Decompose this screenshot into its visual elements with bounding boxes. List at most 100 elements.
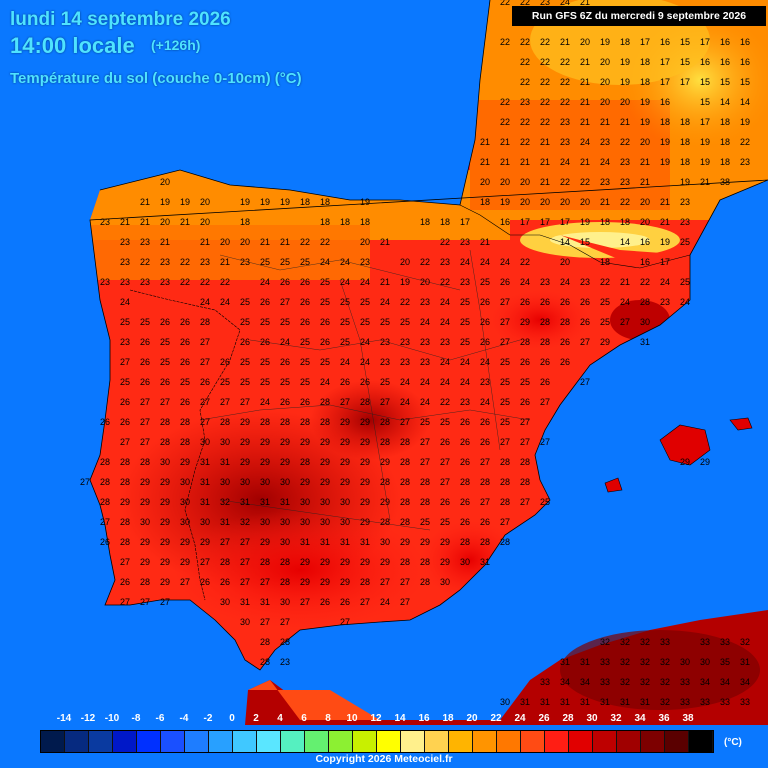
grid-value: 24 bbox=[660, 277, 670, 287]
grid-value: 29 bbox=[360, 557, 370, 567]
grid-value: 33 bbox=[740, 697, 750, 707]
grid-value: 26 bbox=[100, 537, 110, 547]
grid-value: 28 bbox=[560, 317, 570, 327]
grid-value: 21 bbox=[500, 157, 510, 167]
grid-value: 25 bbox=[240, 377, 250, 387]
grid-value: 17 bbox=[660, 57, 670, 67]
grid-value: 27 bbox=[240, 577, 250, 587]
grid-value: 30 bbox=[200, 517, 210, 527]
scale-tick-label: 2 bbox=[253, 713, 259, 724]
grid-value: 31 bbox=[340, 537, 350, 547]
grid-value: 31 bbox=[740, 657, 750, 667]
grid-value: 31 bbox=[200, 497, 210, 507]
grid-value: 15 bbox=[700, 97, 710, 107]
grid-value: 23 bbox=[360, 257, 370, 267]
grid-value: 26 bbox=[220, 357, 230, 367]
grid-value: 33 bbox=[600, 657, 610, 667]
grid-value: 23 bbox=[580, 277, 590, 287]
grid-value: 29 bbox=[320, 457, 330, 467]
grid-value: 20 bbox=[520, 197, 530, 207]
grid-value: 31 bbox=[540, 697, 550, 707]
grid-value: 25 bbox=[160, 337, 170, 347]
grid-value: 31 bbox=[200, 477, 210, 487]
scale-swatch bbox=[617, 731, 641, 752]
grid-value: 26 bbox=[320, 597, 330, 607]
grid-value: 24 bbox=[200, 297, 210, 307]
grid-value: 26 bbox=[540, 357, 550, 367]
grid-value: 26 bbox=[120, 417, 130, 427]
grid-value: 26 bbox=[200, 577, 210, 587]
grid-value: 29 bbox=[260, 437, 270, 447]
grid-value: 26 bbox=[140, 377, 150, 387]
grid-value: 25 bbox=[360, 317, 370, 327]
grid-value: 25 bbox=[280, 257, 290, 267]
grid-value: 24 bbox=[420, 377, 430, 387]
grid-value: 35 bbox=[720, 657, 730, 667]
scale-swatch bbox=[329, 731, 353, 752]
forecast-date: lundi 14 septembre 2026 bbox=[10, 9, 231, 30]
grid-value: 21 bbox=[580, 0, 590, 7]
grid-value: 27 bbox=[120, 557, 130, 567]
grid-value: 31 bbox=[320, 537, 330, 547]
grid-value: 18 bbox=[340, 217, 350, 227]
scale-swatch bbox=[545, 731, 569, 752]
grid-value: 19 bbox=[580, 217, 590, 227]
grid-value: 33 bbox=[600, 677, 610, 687]
grid-value: 26 bbox=[300, 277, 310, 287]
grid-value: 18 bbox=[480, 197, 490, 207]
grid-value: 17 bbox=[700, 117, 710, 127]
grid-value: 29 bbox=[420, 537, 430, 547]
grid-value: 19 bbox=[700, 137, 710, 147]
grid-value: 32 bbox=[640, 657, 650, 667]
grid-value: 26 bbox=[520, 397, 530, 407]
grid-value: 34 bbox=[560, 677, 570, 687]
grid-value: 24 bbox=[360, 277, 370, 287]
scale-tick-label: 36 bbox=[658, 713, 670, 724]
grid-value: 25 bbox=[400, 317, 410, 327]
grid-value: 27 bbox=[280, 617, 290, 627]
grid-value: 30 bbox=[340, 517, 350, 527]
grid-value: 22 bbox=[440, 397, 450, 407]
grid-value: 28 bbox=[220, 557, 230, 567]
grid-value: 27 bbox=[380, 397, 390, 407]
scale-tick-label: 20 bbox=[466, 713, 478, 724]
grid-value: 27 bbox=[580, 337, 590, 347]
grid-value: 26 bbox=[520, 357, 530, 367]
grid-value: 28 bbox=[400, 437, 410, 447]
grid-value: 24 bbox=[340, 257, 350, 267]
grid-value: 26 bbox=[440, 497, 450, 507]
grid-value: 23 bbox=[400, 357, 410, 367]
grid-value: 18 bbox=[720, 117, 730, 127]
grid-value: 20 bbox=[400, 257, 410, 267]
grid-value: 29 bbox=[600, 337, 610, 347]
grid-value: 23 bbox=[440, 337, 450, 347]
grid-value: 19 bbox=[620, 77, 630, 87]
scale-tick-label: -4 bbox=[179, 713, 189, 724]
grid-value: 24 bbox=[360, 357, 370, 367]
grid-value: 24 bbox=[500, 257, 510, 267]
color-scale bbox=[40, 730, 714, 753]
grid-value: 28 bbox=[400, 477, 410, 487]
grid-value: 20 bbox=[160, 177, 170, 187]
grid-value: 27 bbox=[500, 517, 510, 527]
grid-value: 31 bbox=[640, 337, 650, 347]
grid-value: 22 bbox=[440, 277, 450, 287]
grid-value: 25 bbox=[240, 317, 250, 327]
grid-value: 15 bbox=[740, 77, 750, 87]
scale-swatch bbox=[377, 731, 401, 752]
grid-value: 29 bbox=[340, 557, 350, 567]
grid-value: 27 bbox=[300, 597, 310, 607]
grid-value: 21 bbox=[600, 117, 610, 127]
grid-value: 21 bbox=[660, 217, 670, 227]
grid-value: 22 bbox=[560, 57, 570, 67]
grid-value: 27 bbox=[440, 477, 450, 487]
grid-value: 27 bbox=[80, 477, 90, 487]
grid-value: 28 bbox=[100, 457, 110, 467]
grid-value: 22 bbox=[500, 37, 510, 47]
grid-value: 26 bbox=[260, 337, 270, 347]
grid-value: 32 bbox=[620, 677, 630, 687]
scale-tick-label: 22 bbox=[490, 713, 502, 724]
grid-value: 27 bbox=[240, 557, 250, 567]
grid-value: 21 bbox=[580, 157, 590, 167]
grid-value: 28 bbox=[280, 417, 290, 427]
